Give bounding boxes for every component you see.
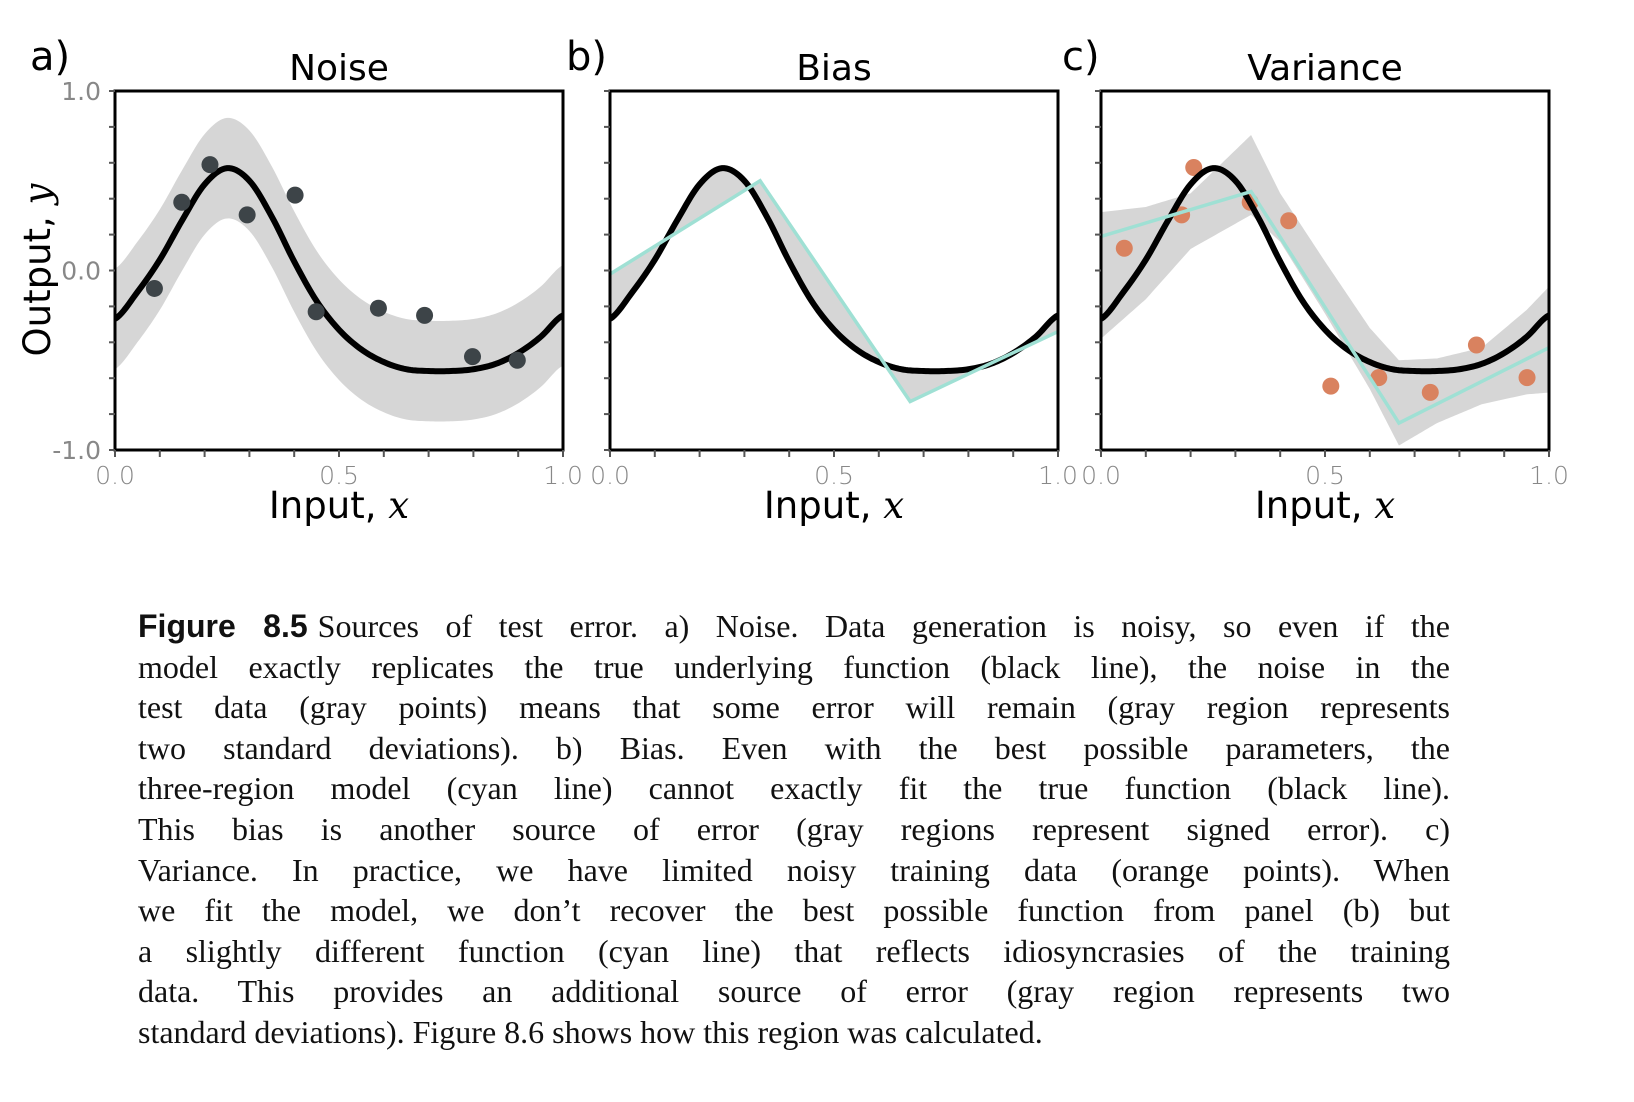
x-axis-variable: x <box>883 484 904 527</box>
x-tick-label: 0.0 <box>590 461 630 490</box>
caption-line: three-region model (cyan line) cannot ex… <box>138 770 1450 807</box>
data-point <box>1115 239 1133 257</box>
y-axis-label: Output, y <box>16 182 59 356</box>
panel-title: Variance <box>1247 48 1403 89</box>
caption-line: Variance. In practice, we have limited n… <box>138 851 1450 888</box>
x-tick-label: 0.5 <box>319 461 359 490</box>
data-point <box>1322 377 1340 395</box>
model-line <box>610 178 1058 404</box>
data-point <box>369 299 387 317</box>
caption-line: two standard deviations). b) Bias. Even … <box>138 729 1450 766</box>
x-axis-label-text: Input, <box>764 484 883 527</box>
y-tick-label: -1.0 <box>52 436 101 465</box>
x-tick-label: 0.0 <box>1081 461 1121 490</box>
true-function-line <box>610 165 1058 375</box>
data-point <box>416 306 434 324</box>
caption-line: Figure 8.5 Sources of test error. a) Nois… <box>138 606 1450 647</box>
x-axis-variable: x <box>388 484 409 527</box>
panel-title: Bias <box>796 48 872 89</box>
caption-line: This bias is another source of error (gr… <box>138 810 1450 847</box>
data-point <box>1467 336 1485 354</box>
error-band <box>115 117 563 422</box>
plot-area <box>1101 134 1549 446</box>
y-tick-label: 1.0 <box>61 77 101 106</box>
data-point <box>1280 212 1298 230</box>
figure-caption: Figure 8.5 Sources of test error. a) Nois… <box>138 606 1450 1053</box>
x-tick-label: 1.0 <box>543 461 583 490</box>
error-band <box>1101 134 1549 446</box>
x-tick-label: 1.0 <box>1038 461 1078 490</box>
x-axis-label-text: Input, <box>269 484 388 527</box>
plot-frame <box>608 89 1060 452</box>
data-point <box>307 303 325 321</box>
caption-line: test data (gray points) means that some … <box>138 689 1450 726</box>
data-point <box>1185 158 1203 176</box>
x-tick-label: 0.5 <box>814 461 854 490</box>
panel-label: a) <box>30 34 70 80</box>
data-point <box>173 193 191 211</box>
x-axis-variable: x <box>1374 484 1395 527</box>
x-axis-label: Input, x <box>269 484 409 527</box>
panel-title: Noise <box>289 48 389 89</box>
data-point <box>286 186 304 204</box>
plot-area <box>610 165 1058 404</box>
true-function-line <box>115 165 563 375</box>
y-axis-variable: y <box>16 182 59 206</box>
caption-label: Figure 8.5 <box>138 608 308 644</box>
caption-line: data. This provides an additional source… <box>138 973 1450 1010</box>
data-point <box>201 156 219 174</box>
panel-label: c) <box>1062 34 1100 80</box>
caption-line: model exactly replicates the true underl… <box>138 648 1450 685</box>
true-function-line <box>1101 165 1549 375</box>
caption-line: a slightly different function (cyan line… <box>138 932 1450 969</box>
data-point <box>238 206 256 224</box>
x-tick-label: 1.0 <box>1529 461 1569 490</box>
x-axis-label-text: Input, <box>1255 484 1374 527</box>
data-point <box>1518 369 1536 387</box>
data-point <box>1421 383 1439 401</box>
panel-b: 0.0 0.5 1.0 Bias b) Input, x <box>566 34 1078 527</box>
panel-label: b) <box>566 34 607 80</box>
caption-line: standard deviations). Figure 8.6 shows h… <box>138 1013 1043 1050</box>
plot-area <box>115 117 563 422</box>
y-axis-label-text: Output, <box>16 204 59 356</box>
y-tick-label: 0.0 <box>61 257 101 286</box>
data-point <box>508 351 526 369</box>
x-tick-label: 0.0 <box>95 461 135 490</box>
x-tick-label: 0.5 <box>1305 461 1345 490</box>
data-point <box>464 348 482 366</box>
panel-c: 0.0 0.5 1.0 Variance c) Input, x <box>1062 34 1569 527</box>
x-axis-label: Input, x <box>1255 484 1395 527</box>
caption-text: Sources of test error. a) Noise. Data ge… <box>317 608 1451 644</box>
x-axis-label: Input, x <box>764 484 904 527</box>
caption-line: we fit the model, we don’t recover the b… <box>138 892 1450 929</box>
data-point <box>145 279 163 297</box>
model-line <box>1101 189 1549 426</box>
